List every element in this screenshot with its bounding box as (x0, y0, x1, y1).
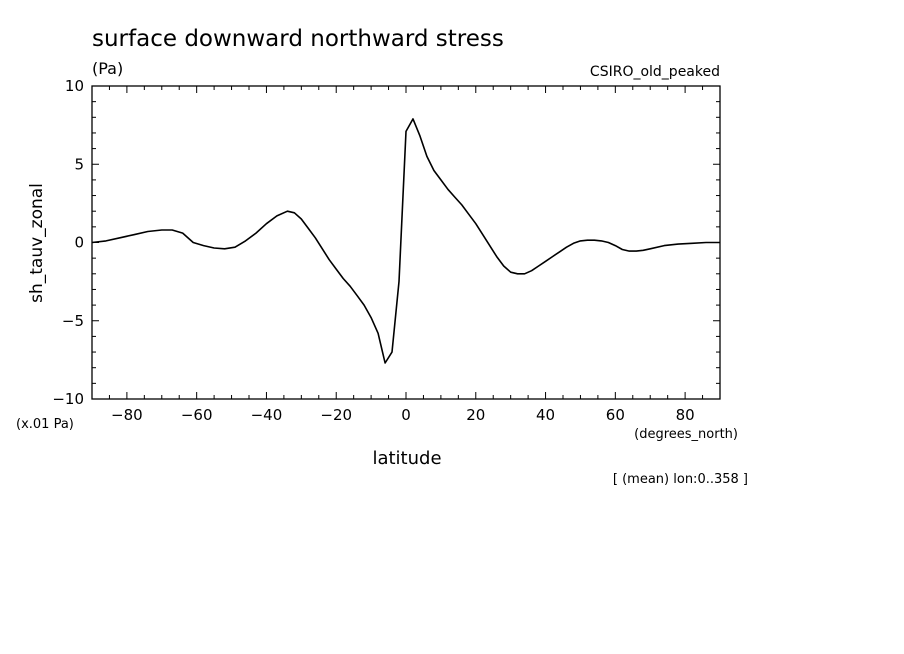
plot-frame (91, 85, 721, 400)
chart-title: surface downward northward stress (92, 26, 504, 52)
y-tick-label: 5 (74, 155, 84, 173)
y-tick-label: −10 (52, 390, 84, 408)
y-axis-label: sh_tauv_zonal (27, 183, 47, 303)
x-tick-label: −40 (251, 406, 283, 424)
footnote: [ (mean) lon:0..358 ] (613, 472, 748, 487)
tick-labels: −80 −60 −40 −20 0 20 40 60 80 −10 −5 0 5 10 (52, 77, 694, 424)
x-axis-label: latitude (372, 448, 441, 469)
x-tick-label: −80 (111, 406, 143, 424)
y-tick-label: 0 (74, 234, 84, 252)
x-tick-label: 60 (606, 406, 625, 424)
x-tick-label: 0 (401, 406, 411, 424)
series-line (91, 118, 720, 364)
units-label: (Pa) (92, 59, 123, 78)
x-tick-label: 20 (466, 406, 485, 424)
x-units-label: (degrees_north) (634, 427, 738, 442)
scale-note: (x.01 Pa) (16, 417, 74, 432)
y-tick-label: −5 (62, 312, 84, 330)
y-tick-label: 10 (65, 77, 84, 95)
x-tick-label: 80 (676, 406, 695, 424)
x-tick-label: 40 (536, 406, 555, 424)
model-label: CSIRO_old_peaked (590, 64, 720, 80)
x-tick-label: −60 (181, 406, 213, 424)
x-tick-label: −20 (320, 406, 352, 424)
